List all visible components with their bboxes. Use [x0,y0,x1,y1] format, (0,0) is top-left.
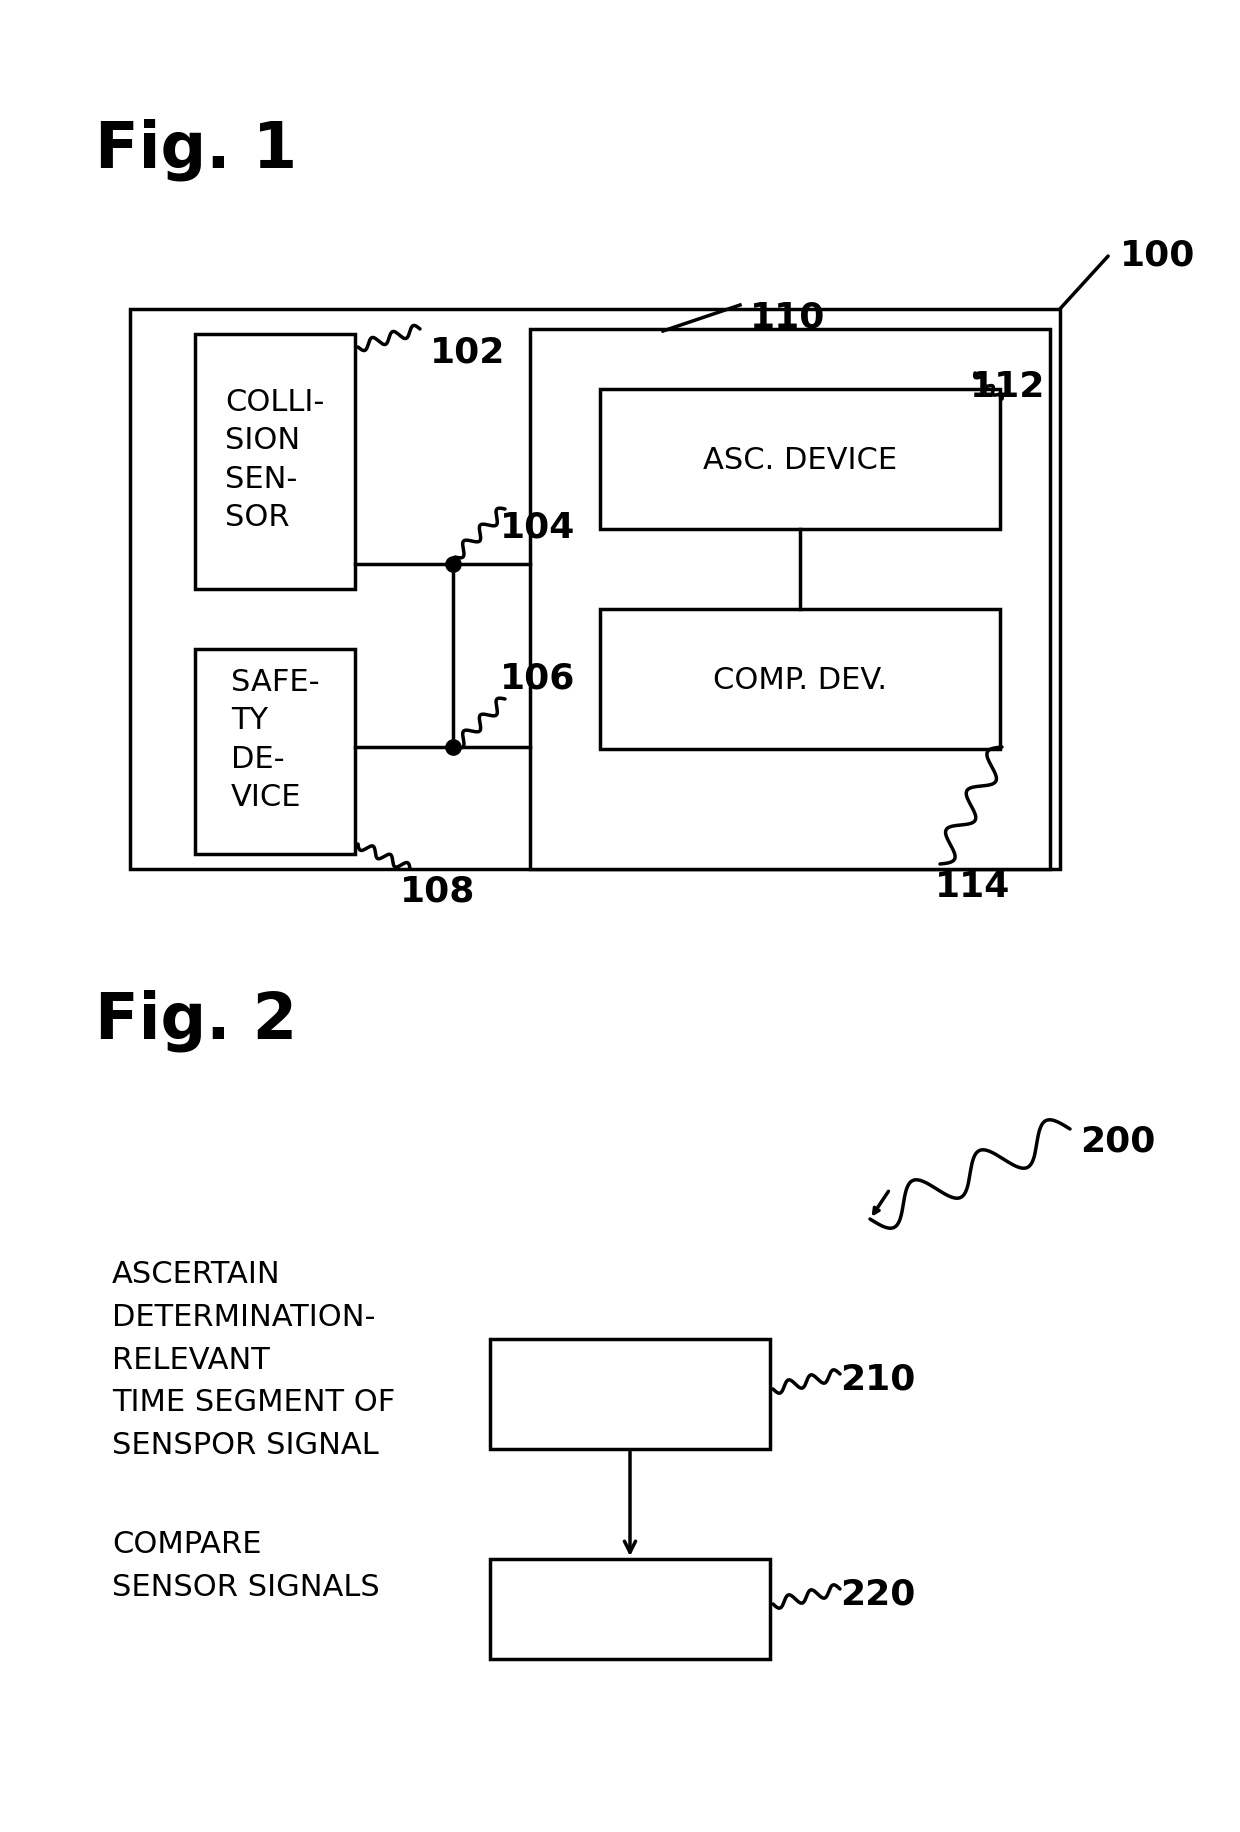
Text: 110: 110 [750,300,826,333]
Bar [490,1339,770,1449]
Text: COMPARE
SENSOR SIGNALS: COMPARE SENSOR SIGNALS [112,1530,379,1601]
Text: 100: 100 [1120,238,1195,271]
Text: COMP. DEV.: COMP. DEV. [713,665,887,694]
Text: 102: 102 [430,335,506,368]
Text: Fig. 1: Fig. 1 [95,117,298,180]
Bar [529,330,1050,870]
Bar [130,310,1060,870]
Text: SAFE-
TY
DE-
VICE: SAFE- TY DE- VICE [231,669,320,812]
Bar [600,390,999,529]
Text: ASC. DEVICE: ASC. DEVICE [703,445,897,474]
Bar [490,1559,770,1660]
Text: Fig. 2: Fig. 2 [95,989,298,1052]
Text: 210: 210 [839,1363,915,1396]
Text: COLLI-
SION
SEN-
SOR: COLLI- SION SEN- SOR [226,388,325,531]
Text: 200: 200 [1080,1125,1156,1158]
Bar [600,610,999,749]
Text: 108: 108 [401,874,475,909]
Text: ASCERTAIN
DETERMINATION-
RELEVANT
TIME SEGMENT OF
SENSPOR SIGNAL: ASCERTAIN DETERMINATION- RELEVANT TIME S… [112,1259,396,1460]
Text: 220: 220 [839,1577,915,1610]
Bar [195,335,355,590]
Bar [195,650,355,854]
Text: 104: 104 [500,509,575,544]
Text: 114: 114 [935,870,1011,903]
Text: 112: 112 [970,370,1045,403]
Text: 106: 106 [500,661,575,694]
